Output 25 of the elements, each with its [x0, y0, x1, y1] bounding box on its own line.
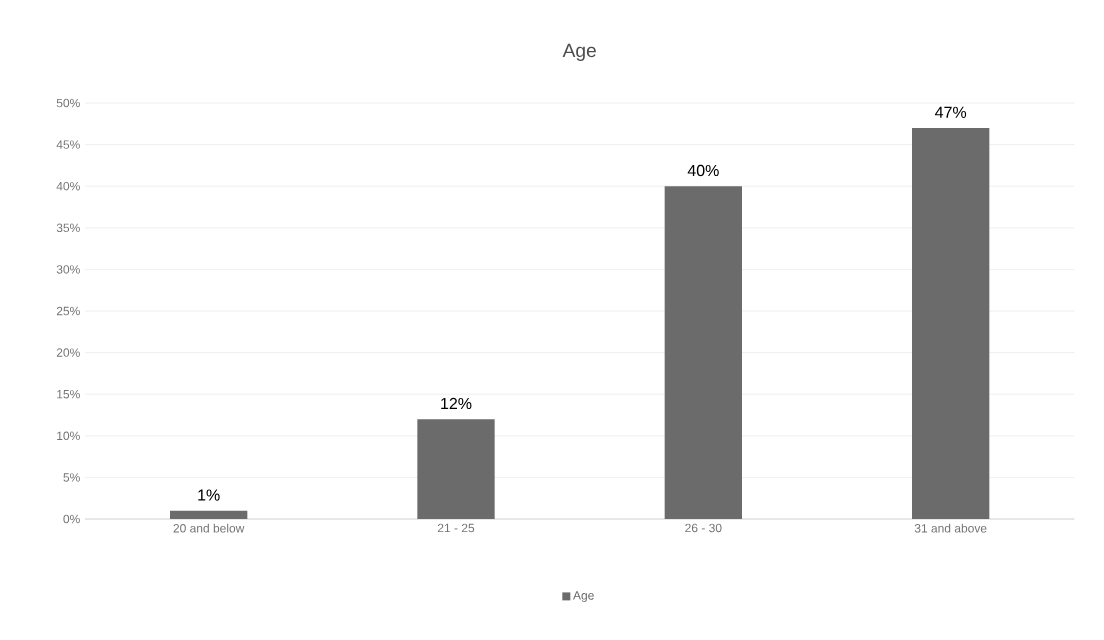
bar: [912, 127, 990, 519]
legend-label: Age: [573, 591, 594, 603]
x-tick-label: 21 - 25: [437, 523, 475, 533]
y-tick-label: 10%: [57, 431, 80, 441]
y-tick-label: 15%: [57, 389, 80, 399]
y-tick-label: 25%: [56, 306, 80, 316]
bar: [417, 419, 495, 519]
y-tick-label: 40%: [56, 181, 80, 191]
y-tick-label: 20%: [56, 348, 80, 357]
data-label: 40%: [687, 164, 719, 177]
data-label: 1%: [198, 489, 220, 501]
bar: [170, 510, 248, 519]
bar: [664, 186, 742, 519]
data-label: 47%: [935, 106, 967, 118]
x-tick-label: 31 and above: [914, 523, 987, 533]
data-label: 12%: [441, 397, 472, 410]
y-tick-label: 0%: [63, 514, 80, 524]
chart-title: Age: [562, 43, 596, 61]
y-tick-label: 45%: [56, 140, 80, 149]
y-tick-label: 50%: [56, 98, 80, 108]
x-tick-label: 20 and below: [173, 523, 245, 533]
x-tick-label: 26 - 30: [685, 523, 722, 533]
y-tick-label: 35%: [56, 223, 80, 233]
y-tick-label: 30%: [56, 265, 80, 274]
y-tick-label: 5%: [63, 473, 80, 482]
